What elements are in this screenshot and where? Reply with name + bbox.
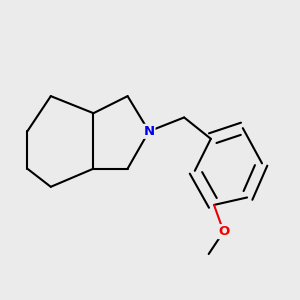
Text: N: N xyxy=(143,125,155,138)
Text: O: O xyxy=(218,225,229,238)
